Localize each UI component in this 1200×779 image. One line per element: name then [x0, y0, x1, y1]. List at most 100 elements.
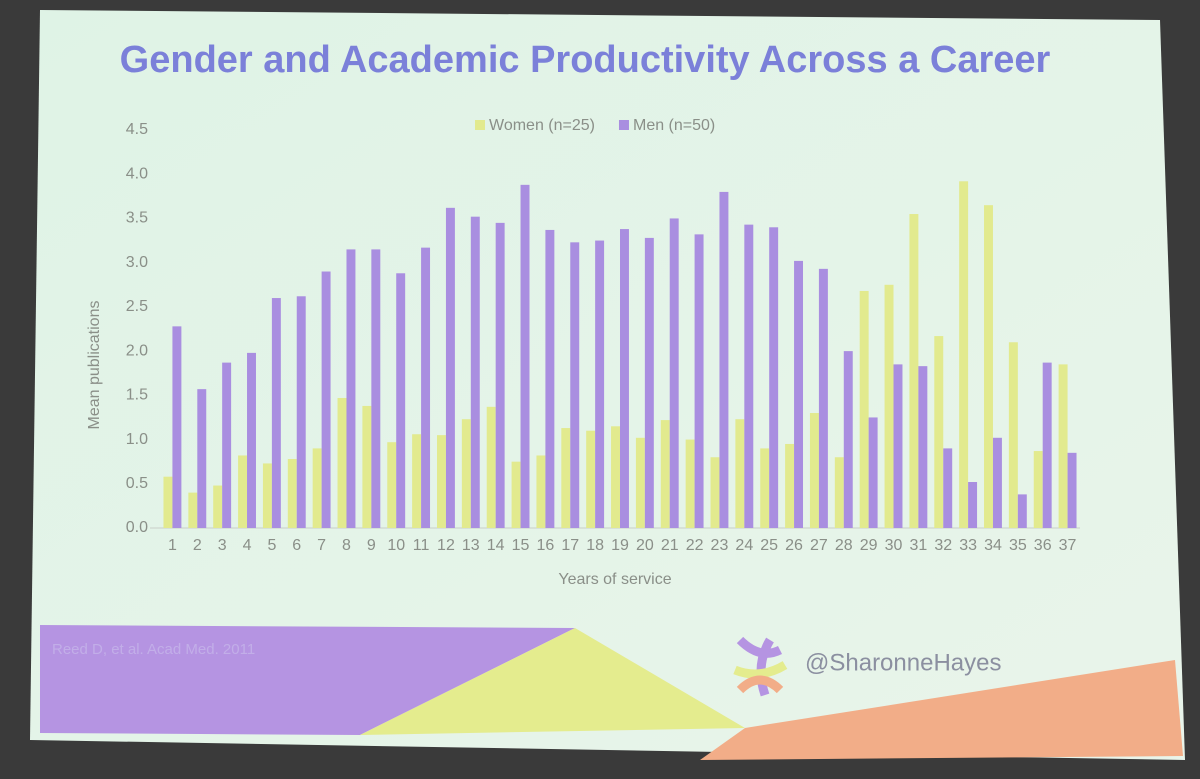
bar — [486, 406, 496, 528]
x-tick-label: 16 — [537, 537, 555, 554]
bar — [769, 227, 779, 529]
x-tick-label: 37 — [1059, 537, 1077, 554]
y-tick-label: 1.5 — [126, 387, 148, 404]
x-tick-label: 23 — [711, 537, 729, 554]
bar — [445, 207, 455, 528]
y-axis-label: Mean publications — [86, 301, 103, 430]
x-tick-label: 2 — [193, 537, 202, 554]
x-tick-label: 25 — [760, 537, 778, 554]
x-axis-label: Years of service — [558, 571, 671, 588]
legend-swatch — [475, 120, 485, 130]
bar — [843, 351, 853, 528]
bar — [545, 229, 555, 529]
x-tick-label: 30 — [885, 537, 903, 554]
bar — [312, 448, 322, 528]
x-tick-label: 19 — [611, 537, 629, 554]
bar — [1008, 342, 1018, 528]
bar — [396, 273, 406, 528]
bar — [287, 459, 297, 528]
x-tick-label: 32 — [934, 537, 952, 554]
bar — [371, 249, 381, 528]
legend-label: Women (n=25) — [489, 117, 595, 134]
x-tick-label: 34 — [984, 537, 1002, 554]
bar — [262, 463, 272, 528]
bar — [561, 428, 571, 528]
bar — [744, 224, 754, 528]
bar — [197, 389, 207, 528]
x-tick-label: 13 — [462, 537, 480, 554]
y-tick-label: 2.0 — [126, 342, 148, 359]
y-tick-label: 4.0 — [126, 165, 148, 182]
bar — [1058, 364, 1068, 528]
bar — [760, 448, 770, 528]
bar — [620, 229, 629, 528]
x-tick-label: 15 — [512, 537, 530, 554]
bar — [296, 296, 306, 528]
citation: Reed D, et al. Acad Med. 2011 — [52, 641, 255, 658]
x-tick-label: 17 — [561, 537, 579, 554]
bar — [346, 249, 356, 528]
bar — [685, 439, 695, 528]
bar — [909, 214, 919, 528]
bar — [586, 430, 596, 528]
bar — [213, 485, 223, 528]
bar — [611, 426, 620, 528]
x-tick-label: 7 — [317, 537, 326, 554]
x-tick-label: 6 — [292, 537, 301, 554]
bar — [337, 397, 347, 528]
bar — [785, 443, 795, 528]
purple-shape — [40, 625, 575, 735]
bar — [719, 191, 729, 528]
bar — [387, 442, 397, 528]
x-tick-label: 1 — [168, 537, 177, 554]
bar — [859, 290, 869, 528]
bar — [570, 242, 580, 528]
x-tick-label: 27 — [810, 537, 828, 554]
bar — [992, 437, 1002, 528]
x-tick-label: 14 — [487, 537, 505, 554]
bar — [1042, 362, 1052, 528]
y-tick-label: 0.0 — [126, 519, 148, 536]
y-tick-label: 4.5 — [126, 121, 148, 138]
bar — [172, 326, 182, 528]
logo — [733, 636, 788, 697]
legend-label: Men (n=50) — [633, 117, 715, 134]
bar — [669, 218, 679, 528]
bar — [421, 247, 431, 528]
bar — [1033, 451, 1043, 528]
yellow-shape — [360, 628, 745, 735]
bar — [934, 336, 944, 528]
x-tick-label: 8 — [342, 537, 351, 554]
bar — [495, 222, 505, 528]
y-tick-label: 3.5 — [126, 210, 148, 227]
x-tick-label: 36 — [1034, 537, 1052, 554]
x-tick-label: 22 — [686, 537, 704, 554]
y-tick-label: 2.5 — [126, 298, 148, 315]
x-tick-label: 21 — [661, 537, 679, 554]
bar — [635, 437, 645, 528]
bar — [321, 271, 331, 528]
x-tick-label: 3 — [218, 537, 227, 554]
x-tick-label: 20 — [636, 537, 654, 554]
orange-shape — [700, 660, 1183, 760]
bar — [660, 420, 670, 528]
bar — [868, 417, 878, 528]
handle: @SharonneHayes — [805, 649, 1001, 676]
slide-background — [30, 10, 1185, 760]
bar — [163, 476, 173, 528]
bar — [694, 234, 704, 528]
bar — [362, 405, 372, 528]
x-tick-label: 4 — [243, 537, 252, 554]
bar — [461, 419, 471, 528]
bar — [520, 184, 530, 528]
x-tick-label: 11 — [413, 537, 430, 554]
bar — [536, 455, 546, 528]
bar — [188, 492, 198, 528]
legend-swatch — [618, 120, 629, 130]
bar — [436, 435, 446, 528]
bar — [595, 240, 605, 529]
bar — [818, 268, 828, 528]
bar — [794, 260, 804, 528]
bar — [470, 216, 480, 529]
